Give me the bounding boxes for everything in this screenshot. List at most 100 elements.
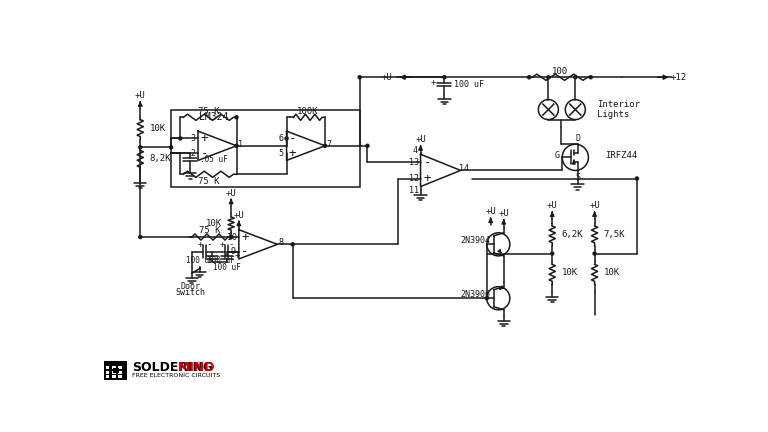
Circle shape xyxy=(635,177,638,180)
Text: 100 uF: 100 uF xyxy=(207,256,235,265)
Circle shape xyxy=(443,76,446,79)
Text: 7: 7 xyxy=(326,140,332,149)
Text: -: - xyxy=(289,132,296,145)
Text: +U: +U xyxy=(498,209,509,218)
Circle shape xyxy=(323,144,326,147)
Text: +U: +U xyxy=(485,207,496,216)
Text: .05 uF: .05 uF xyxy=(200,155,227,164)
Text: 75 K: 75 K xyxy=(197,177,219,186)
Circle shape xyxy=(139,146,142,149)
Text: +: + xyxy=(219,240,224,249)
Text: D: D xyxy=(575,133,580,143)
Circle shape xyxy=(139,235,142,238)
Text: +: + xyxy=(235,251,240,260)
Text: +U: +U xyxy=(589,201,600,210)
Text: Lights: Lights xyxy=(597,110,629,119)
Text: 1: 1 xyxy=(238,140,243,149)
Text: 10K: 10K xyxy=(561,268,578,277)
Text: -: - xyxy=(241,245,249,258)
Text: 6,2K: 6,2K xyxy=(561,230,583,239)
Circle shape xyxy=(528,76,531,79)
Text: +: + xyxy=(431,78,436,87)
Text: 100 uF: 100 uF xyxy=(214,263,241,272)
Text: -: - xyxy=(207,240,212,249)
Text: 10K: 10K xyxy=(150,124,166,133)
Text: 7,5K: 7,5K xyxy=(604,230,625,239)
Circle shape xyxy=(235,144,238,147)
Circle shape xyxy=(366,144,369,147)
Circle shape xyxy=(179,137,182,140)
Text: +: + xyxy=(200,132,208,145)
Text: 75 K: 75 K xyxy=(197,107,219,116)
Bar xyxy=(118,375,122,378)
Text: 10: 10 xyxy=(227,232,237,241)
Text: -: - xyxy=(228,240,233,249)
Text: +: + xyxy=(424,172,431,185)
Text: G: G xyxy=(555,151,560,160)
Text: LM324: LM324 xyxy=(199,112,228,122)
Text: +U: +U xyxy=(135,91,146,100)
Text: +12: +12 xyxy=(670,73,687,82)
Text: 100: 100 xyxy=(552,67,568,76)
Circle shape xyxy=(589,76,592,79)
Circle shape xyxy=(485,297,488,300)
Text: 5: 5 xyxy=(279,149,283,158)
Text: +: + xyxy=(241,231,249,244)
Text: 10K: 10K xyxy=(604,268,620,277)
Bar xyxy=(112,375,116,378)
Text: +U: +U xyxy=(415,135,426,144)
Circle shape xyxy=(230,235,233,238)
Text: 8: 8 xyxy=(279,238,283,247)
Circle shape xyxy=(551,252,554,255)
Bar xyxy=(106,371,110,374)
Text: 2N3906: 2N3906 xyxy=(461,290,491,299)
Circle shape xyxy=(593,252,596,255)
Text: 2N3904: 2N3904 xyxy=(461,236,491,245)
Text: 4: 4 xyxy=(412,146,418,155)
Bar xyxy=(106,366,110,369)
Circle shape xyxy=(285,137,288,140)
Text: MIND: MIND xyxy=(178,361,216,374)
Text: 14: 14 xyxy=(458,165,468,173)
Bar xyxy=(171,110,359,187)
Text: S: S xyxy=(575,173,580,182)
Bar xyxy=(104,362,127,380)
Text: +: + xyxy=(289,146,296,159)
Bar xyxy=(118,371,122,374)
Text: 9: 9 xyxy=(231,247,236,256)
Text: 3: 3 xyxy=(190,134,195,143)
Circle shape xyxy=(170,146,173,149)
Text: Door: Door xyxy=(180,282,200,291)
Circle shape xyxy=(358,76,361,79)
Text: -: - xyxy=(200,146,208,159)
Bar xyxy=(112,371,116,374)
Text: 13: 13 xyxy=(409,158,419,167)
Text: 75 K: 75 K xyxy=(199,226,220,235)
Text: +U: +U xyxy=(381,73,392,82)
Text: 2: 2 xyxy=(190,149,195,158)
Text: Switch: Switch xyxy=(175,288,205,297)
Text: IRFZ44: IRFZ44 xyxy=(605,150,637,159)
Bar xyxy=(113,368,119,373)
Text: +U: +U xyxy=(233,210,244,219)
Text: 100 uF: 100 uF xyxy=(455,79,485,89)
Text: 8,2K: 8,2K xyxy=(150,154,171,163)
Text: 100 uF: 100 uF xyxy=(186,256,214,265)
Text: -: - xyxy=(424,156,431,169)
Text: SOLDERING: SOLDERING xyxy=(132,361,213,374)
Bar xyxy=(112,366,116,369)
Text: 100K: 100K xyxy=(297,107,319,116)
Circle shape xyxy=(574,76,577,79)
Text: +U: +U xyxy=(226,189,237,197)
Text: 12: 12 xyxy=(409,174,419,183)
Text: FREE ELECTRONIC CIRCUITS: FREE ELECTRONIC CIRCUITS xyxy=(132,373,220,378)
Bar xyxy=(118,366,122,369)
Circle shape xyxy=(235,116,238,119)
Bar xyxy=(106,375,110,378)
Text: 11: 11 xyxy=(409,186,419,195)
Text: 10K: 10K xyxy=(206,219,222,228)
Circle shape xyxy=(547,76,550,79)
Text: +U: +U xyxy=(547,201,558,210)
Text: 6: 6 xyxy=(279,134,283,143)
Text: Interior: Interior xyxy=(597,101,640,109)
